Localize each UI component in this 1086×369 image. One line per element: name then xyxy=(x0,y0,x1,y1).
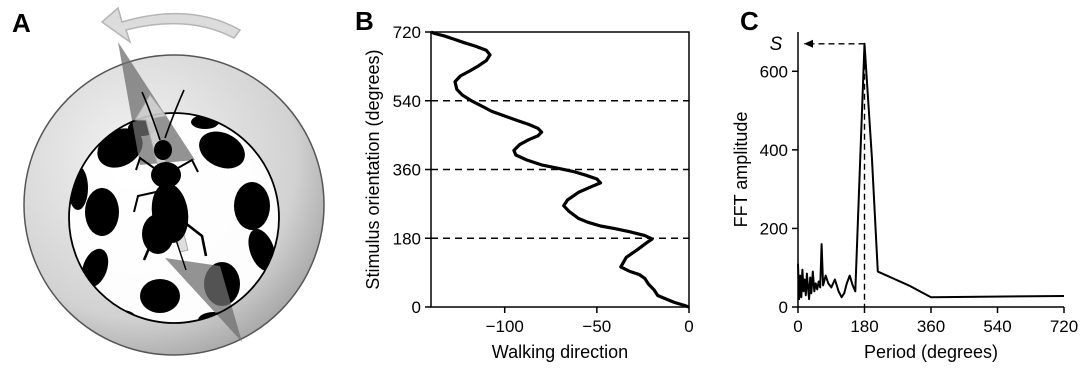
c-y-ticks: 0 200 400 600 xyxy=(760,62,798,317)
c-y-tick-label: 0 xyxy=(779,298,788,317)
b-y-tick-label: 180 xyxy=(393,229,421,248)
c-x-tick-label: 720 xyxy=(1050,317,1078,336)
panel-c: C 0 180 360 540 720 0 200 400 600 S Period (deg… xyxy=(731,6,1078,362)
b-y-axis-label: Stimulus orientation (degrees) xyxy=(363,49,383,289)
panel-b: B −100 −50 0 0 180 360 540 720 Walking directi… xyxy=(355,6,694,362)
c-fft-line xyxy=(797,42,1065,301)
rotation-arrow-icon xyxy=(100,6,242,44)
c-x-tick-label: 0 xyxy=(793,317,802,336)
c-peak-label: S xyxy=(770,34,783,55)
c-x-tick-label: 360 xyxy=(917,317,945,336)
b-y-tick-label: 720 xyxy=(393,23,421,42)
c-x-axis-label: Period (degrees) xyxy=(864,342,998,362)
b-y-tick-label: 540 xyxy=(393,92,421,111)
c-x-tick-label: 180 xyxy=(850,317,878,336)
panel-a: A xyxy=(12,6,325,356)
b-x-tick-label: −50 xyxy=(582,317,611,336)
b-trace-line xyxy=(430,30,690,309)
panel-c-label: C xyxy=(740,6,759,36)
stimulus-triangle-lower xyxy=(165,258,242,342)
c-x-tick-label: 540 xyxy=(983,317,1011,336)
b-y-tick-label: 0 xyxy=(412,298,421,317)
b-x-axis-label: Walking direction xyxy=(492,342,628,362)
c-x-ticks: 0 180 360 540 720 xyxy=(793,307,1078,336)
c-y-tick-label: 200 xyxy=(760,219,788,238)
c-y-tick-label: 400 xyxy=(760,141,788,160)
c-axes xyxy=(797,32,1064,308)
b-y-tick-label: 360 xyxy=(393,161,421,180)
b-x-tick-label: 0 xyxy=(684,317,693,336)
b-x-ticks: −100 −50 0 xyxy=(486,307,694,336)
c-y-axis-label: FFT amplitude xyxy=(731,112,751,228)
panel-a-label: A xyxy=(12,8,31,38)
c-peak-guide xyxy=(804,39,866,307)
cricket-icon xyxy=(133,89,208,271)
panel-b-label: B xyxy=(355,6,374,36)
b-y-ticks: 0 180 360 540 720 xyxy=(393,23,431,317)
b-x-tick-label: −100 xyxy=(486,317,524,336)
c-y-tick-label: 600 xyxy=(760,62,788,81)
